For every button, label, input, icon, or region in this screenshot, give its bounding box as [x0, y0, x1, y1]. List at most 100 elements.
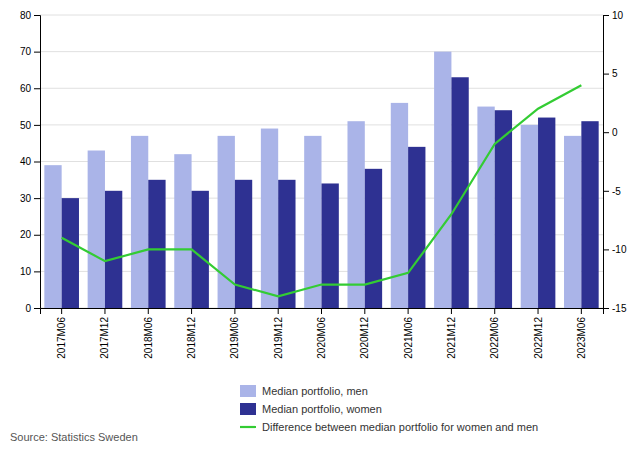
tick-mark [61, 308, 62, 314]
axis-domain [34, 16, 41, 309]
bar [304, 136, 321, 308]
bar [105, 191, 122, 308]
tick: 2021M12 [446, 308, 457, 359]
legend-label: Difference between median portfolio for … [262, 421, 538, 433]
bar [131, 136, 148, 308]
x-axis: 2017M062017M122018M062018M122019M062019M… [41, 308, 604, 359]
plot-area: 2017M062017M122018M062018M122019M062019M… [20, 10, 627, 359]
bar [322, 183, 339, 308]
bar [192, 191, 209, 308]
legend: Median portfolio, men Median portfolio, w… [240, 385, 538, 433]
tick-label: -10 [612, 244, 627, 255]
bar [62, 198, 79, 308]
tick-label: 2022M12 [533, 317, 544, 359]
tick: 10 [20, 266, 40, 277]
grid [40, 15, 603, 308]
tick-label: 70 [20, 46, 32, 57]
tick: -5 [603, 186, 621, 197]
tick-label: -5 [612, 186, 621, 197]
tick-label: 2021M06 [403, 317, 414, 359]
tick-label: 2018M06 [143, 317, 154, 359]
tick-mark [34, 162, 40, 163]
tick-mark [34, 88, 40, 89]
tick: 30 [20, 193, 40, 204]
tick: 2020M12 [359, 308, 370, 359]
tick-mark [234, 308, 235, 314]
y2-axis: -15 -10 -5 0 5 10 [603, 10, 627, 314]
tick-label: 2017M12 [99, 317, 110, 359]
tick: -15 [603, 303, 627, 314]
tick-label: 40 [20, 156, 32, 167]
tick: 0 [25, 303, 40, 314]
tick: 0 [603, 127, 618, 138]
tick-mark [603, 132, 609, 133]
tick-mark [603, 74, 609, 75]
grid-line [40, 51, 603, 52]
bar [408, 147, 425, 308]
bar [451, 77, 468, 308]
legend-swatch [240, 385, 256, 397]
tick-label: 60 [20, 83, 32, 94]
tick-label: 2020M06 [316, 317, 327, 359]
tick: 2019M12 [273, 308, 284, 359]
tick-mark [34, 125, 40, 126]
tick-label: 50 [20, 120, 32, 131]
axis-domain [41, 309, 604, 315]
legend-item: Median portfolio, men [240, 385, 368, 397]
tick-mark [603, 15, 609, 16]
legend-swatch [240, 426, 256, 428]
bar [44, 165, 61, 308]
bar [521, 125, 538, 308]
tick-label: 2019M06 [229, 317, 240, 359]
tick-label: 2017M06 [56, 317, 67, 359]
tick: 10 [603, 10, 624, 21]
bar [495, 110, 512, 308]
annotation: Source: Statistics Sweden [10, 431, 138, 443]
tick-label: -15 [612, 303, 627, 314]
grid-line [40, 88, 603, 89]
marks [44, 52, 598, 308]
line [62, 85, 582, 296]
axis-domain [604, 16, 610, 309]
tick-mark [34, 308, 40, 309]
legend-swatch [240, 403, 256, 415]
legend-label: Median portfolio, men [262, 385, 368, 397]
tick-mark [191, 308, 192, 314]
tick: 2017M12 [99, 308, 110, 359]
tick-label: 2019M12 [273, 317, 284, 359]
tick: 80 [20, 10, 40, 21]
tick: 2020M06 [316, 308, 327, 359]
chart: 2017M062017M122018M062018M122019M062019M… [0, 0, 643, 453]
tick: 2023M06 [576, 308, 587, 359]
tick-label: 2023M06 [576, 317, 587, 359]
bar [365, 169, 382, 308]
tick-mark [603, 308, 609, 309]
tick-mark [603, 191, 609, 192]
tick-label: 30 [20, 193, 32, 204]
tick-mark [104, 308, 105, 314]
legend-item: Median portfolio, women [240, 403, 382, 415]
bar [477, 107, 494, 308]
y-axis: 0 10 20 30 40 50 60 70 80 [20, 10, 41, 314]
tick-mark [278, 308, 279, 314]
tick-mark [34, 235, 40, 236]
tick-label: 80 [20, 10, 32, 21]
tick-label: 20 [20, 229, 32, 240]
tick-label: 10 [612, 10, 624, 21]
tick-mark [34, 198, 40, 199]
tick-label: 0 [612, 127, 618, 138]
tick-mark [34, 271, 40, 272]
tick: -10 [603, 244, 627, 255]
bar [174, 154, 191, 308]
tick: 2019M06 [229, 308, 240, 359]
tick-mark [34, 15, 40, 16]
tick: 5 [603, 68, 618, 79]
tick-mark [451, 308, 452, 314]
grid-line [40, 15, 603, 16]
tick-mark [321, 308, 322, 314]
bar [148, 180, 165, 308]
bar [278, 180, 295, 308]
bar [564, 136, 581, 308]
tick: 2021M06 [403, 308, 414, 359]
bar [434, 52, 451, 308]
